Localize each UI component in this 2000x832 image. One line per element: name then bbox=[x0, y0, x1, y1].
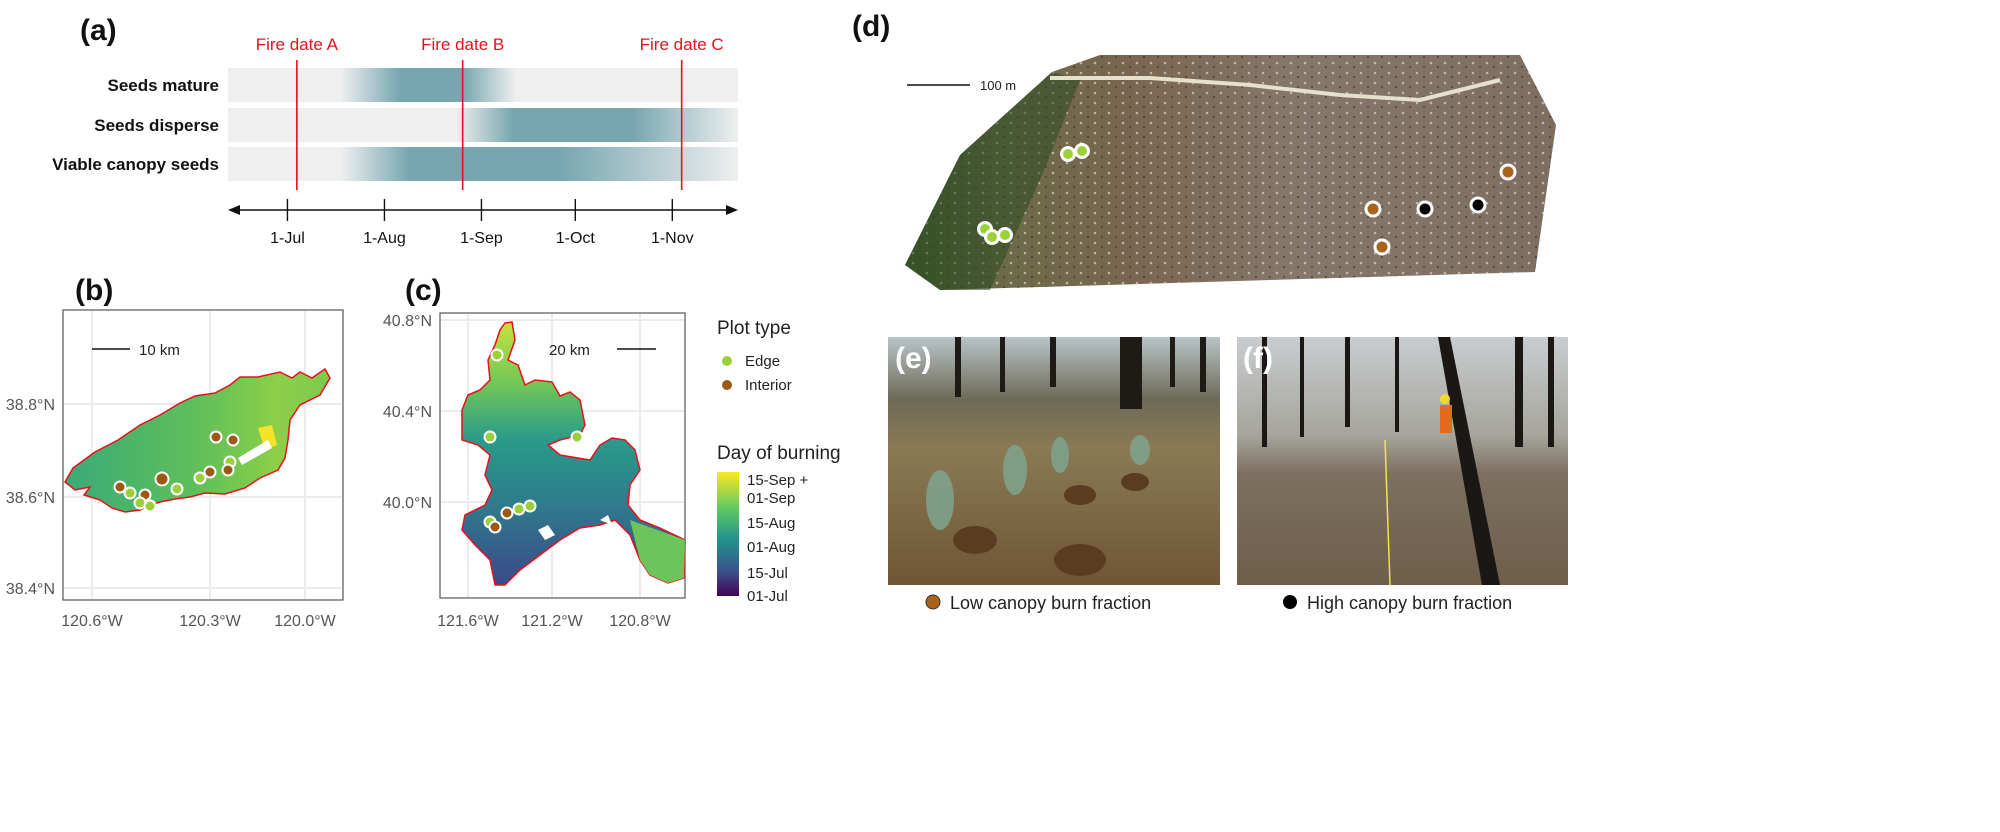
colorbar-label: 15-Sep + bbox=[747, 472, 809, 489]
legend-interior-dot bbox=[722, 380, 732, 390]
legend-title-plot-type: Plot type bbox=[717, 318, 791, 339]
plots-c bbox=[483, 348, 584, 534]
panel-label-f: (f) bbox=[1243, 342, 1273, 375]
plot-point-low-burn bbox=[1373, 238, 1391, 256]
y-tick-label: 38.8°N bbox=[6, 397, 55, 414]
y-tick-label: 40.8°N bbox=[383, 313, 432, 330]
fire-perimeter-b bbox=[64, 367, 331, 513]
colorbar bbox=[717, 472, 739, 596]
panel-label-d: (d) bbox=[852, 10, 890, 43]
timeline-phase-band bbox=[228, 108, 738, 142]
map-b: 10 km 38.8°N 38.6°N 38.4°N 120.6°W 120.3… bbox=[6, 309, 344, 630]
x-tick-label: 120.3°W bbox=[179, 613, 241, 630]
axis-tick-label: 1-Oct bbox=[556, 230, 596, 247]
photo-f: (f) bbox=[1237, 337, 1568, 586]
caption-f: High canopy burn fraction bbox=[1307, 593, 1512, 613]
caption-e: Low canopy burn fraction bbox=[950, 593, 1151, 613]
axis-tick-label: 1-Aug bbox=[363, 230, 406, 247]
unburned-patch bbox=[538, 515, 612, 540]
x-tick-label: 120.6°W bbox=[61, 613, 123, 630]
legend-interior-label: Interior bbox=[745, 377, 792, 394]
unburned-patch bbox=[238, 440, 272, 465]
plot-point-interior bbox=[203, 465, 217, 479]
scale-label-b: 10 km bbox=[139, 342, 180, 359]
legend-edge-dot bbox=[722, 356, 732, 366]
plot-point-interior bbox=[209, 430, 223, 444]
axis-tick-label: 1-Sep bbox=[460, 230, 503, 247]
plot-point-edge bbox=[997, 227, 1013, 243]
scale-label-c: 20 km bbox=[549, 342, 590, 359]
fire-date-label: Fire date B bbox=[421, 35, 504, 54]
legend-edge-label: Edge bbox=[745, 353, 780, 370]
plot-point-interior bbox=[488, 520, 502, 534]
plot-point-edge bbox=[512, 502, 526, 516]
fire-date-label: Fire date C bbox=[640, 35, 724, 54]
panel-label-b: (b) bbox=[75, 274, 113, 307]
colorbar-label: 01-Sep bbox=[747, 490, 795, 507]
plot-point-edge bbox=[123, 486, 137, 500]
late-burn-area bbox=[630, 520, 685, 583]
plot-point-edge bbox=[143, 499, 157, 513]
legend-low-burn-dot bbox=[925, 594, 941, 610]
axis-arrow-right-icon bbox=[726, 205, 738, 215]
map-c: 20 km 40.8°N 40.4°N 40.0°N 121.6°W 121.2… bbox=[383, 312, 686, 630]
axis-tick-label: 1-Jul bbox=[270, 230, 305, 247]
timeline-row-label: Viable canopy seeds bbox=[52, 155, 219, 174]
plot-point-edge bbox=[490, 348, 504, 362]
legend-title-day: Day of burning bbox=[717, 443, 841, 464]
plot-point-high-burn bbox=[1416, 200, 1434, 218]
plot-point-interior bbox=[221, 463, 235, 477]
plot-point-low-burn bbox=[1364, 200, 1382, 218]
plot-point-edge bbox=[1074, 143, 1090, 159]
y-tick-label: 38.4°N bbox=[6, 581, 55, 598]
x-tick-label: 121.2°W bbox=[521, 613, 583, 630]
plot-point-interior bbox=[154, 471, 170, 487]
plot-point-high-burn bbox=[1469, 196, 1487, 214]
plot-point-edge bbox=[170, 482, 184, 496]
plot-point-edge bbox=[193, 471, 207, 485]
scale-label-d: 100 m bbox=[980, 78, 1016, 93]
colorbar-label: 01-Aug bbox=[747, 539, 795, 556]
panel-label-c: (c) bbox=[405, 274, 442, 307]
plot-point-edge bbox=[523, 499, 537, 513]
y-tick-label: 40.4°N bbox=[383, 404, 432, 421]
plot-point-edge bbox=[1060, 146, 1076, 162]
timeline-chart: Seeds mature Seeds disperse Viable canopy … bbox=[52, 35, 738, 247]
panel-label-a: (a) bbox=[80, 14, 117, 47]
timeline-phase-band bbox=[228, 68, 738, 102]
colorbar-label: 15-Aug bbox=[747, 515, 795, 532]
panel-label-e: (e) bbox=[895, 342, 932, 375]
legend-high-burn-dot bbox=[1283, 595, 1297, 609]
x-tick-label: 121.6°W bbox=[437, 613, 499, 630]
late-burn-area bbox=[258, 425, 277, 450]
plot-point-edge bbox=[570, 430, 584, 444]
aerial-photo: 100 m bbox=[905, 55, 1556, 290]
x-tick-label: 120.0°W bbox=[274, 613, 336, 630]
timeline-row-label: Seeds mature bbox=[108, 76, 220, 95]
y-tick-label: 40.0°N bbox=[383, 495, 432, 512]
plot-point-edge bbox=[483, 430, 497, 444]
axis-arrow-left-icon bbox=[228, 205, 240, 215]
road bbox=[1050, 76, 1501, 103]
colorbar-label: 01-Jul bbox=[747, 588, 788, 605]
timeline-row-label: Seeds disperse bbox=[94, 116, 219, 135]
plot-point-edge bbox=[984, 229, 1000, 245]
axis-tick-label: 1-Nov bbox=[651, 230, 694, 247]
plot-point-low-burn bbox=[1499, 163, 1517, 181]
photo-e: (e) bbox=[888, 337, 1220, 585]
y-tick-label: 38.6°N bbox=[6, 490, 55, 507]
timeline-phase-band bbox=[228, 147, 738, 181]
plots-b bbox=[113, 430, 240, 513]
fire-date-label: Fire date A bbox=[256, 35, 339, 54]
plot-point-interior bbox=[500, 506, 514, 520]
colorbar-label: 15-Jul bbox=[747, 565, 788, 582]
legend: Plot type Edge Interior Day of burning 1… bbox=[717, 318, 841, 605]
plot-point-interior bbox=[226, 433, 240, 447]
plot-point-interior bbox=[113, 480, 127, 494]
x-tick-label: 120.8°W bbox=[609, 613, 671, 630]
